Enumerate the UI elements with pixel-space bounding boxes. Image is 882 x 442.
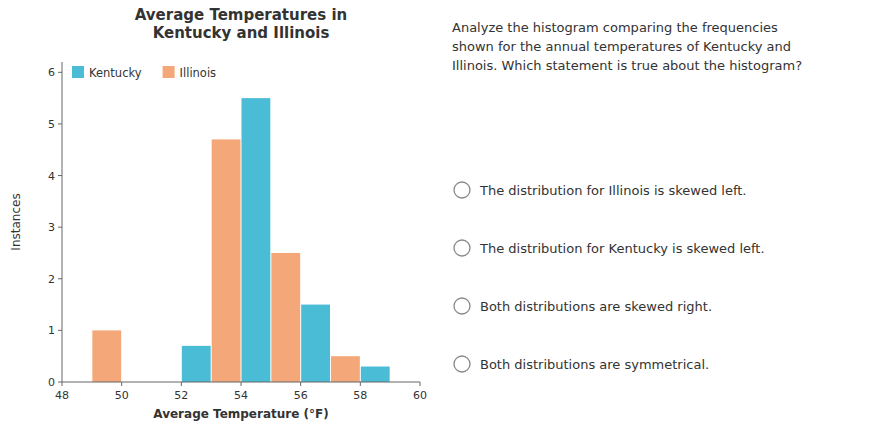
legend: Kentucky Illinois <box>72 66 216 80</box>
x-tick-label: 58 <box>353 389 367 402</box>
question-text: Analyze the histogram comparing the freq… <box>452 20 802 73</box>
option-circle <box>454 356 470 372</box>
histogram-bar <box>331 356 360 382</box>
chart-root: Average Temperatures inKentucky and Illi… <box>0 0 882 442</box>
y-tick <box>58 227 62 228</box>
y-axis-line <box>62 62 63 382</box>
y-tick-label: 0 <box>48 376 55 389</box>
x-tick-label: 48 <box>55 389 69 402</box>
x-tick-label: 52 <box>174 389 188 402</box>
x-tick-label: 50 <box>115 389 129 402</box>
x-tick <box>121 382 122 386</box>
y-tick-label: 5 <box>48 118 55 131</box>
x-tick-label: 54 <box>234 389 248 402</box>
histogram-bar <box>92 330 121 382</box>
bars <box>92 98 389 382</box>
y-tick-label: 2 <box>48 273 55 286</box>
y-tick <box>58 123 62 124</box>
chart-title: Average Temperatures inKentucky and Illi… <box>135 6 348 42</box>
legend-swatch <box>163 66 175 78</box>
histogram-bar <box>182 346 211 382</box>
x-axis-label: Average Temperature (°F) <box>153 407 328 421</box>
y-tick <box>58 330 62 331</box>
option-text: The distribution for Illinois is skewed … <box>479 183 746 198</box>
option-circle <box>454 298 470 314</box>
histogram-bar <box>242 98 271 382</box>
y-tick-label: 4 <box>48 170 55 183</box>
legend-swatch <box>72 66 84 78</box>
y-tick <box>58 278 62 279</box>
histogram-bar <box>212 139 241 382</box>
option-circle <box>454 240 470 256</box>
y-axis-label: Instances <box>9 193 23 250</box>
x-tick <box>62 382 63 386</box>
x-tick <box>181 382 182 386</box>
legend-label: Illinois <box>180 66 217 80</box>
histogram-bar <box>271 253 300 382</box>
y-tick <box>58 175 62 176</box>
x-tick <box>300 382 301 386</box>
option-text: Both distributions are symmetrical. <box>480 357 709 372</box>
y-tick-label: 3 <box>48 221 55 234</box>
legend-label: Kentucky <box>89 66 142 80</box>
x-tick-label: 60 <box>413 389 427 402</box>
x-tick <box>360 382 361 386</box>
option-circle <box>454 182 470 198</box>
background <box>0 0 882 442</box>
option-text: Both distributions are skewed right. <box>480 299 712 314</box>
y-tick <box>58 72 62 73</box>
option-text: The distribution for Kentucky is skewed … <box>479 241 765 256</box>
x-tick-label: 56 <box>294 389 308 402</box>
x-tick <box>420 382 421 386</box>
y-tick-label: 1 <box>48 324 55 337</box>
y-tick <box>58 382 62 383</box>
x-tick <box>241 382 242 386</box>
histogram-bar <box>301 305 330 382</box>
histogram-bar <box>361 367 390 382</box>
y-tick-label: 6 <box>48 66 55 79</box>
